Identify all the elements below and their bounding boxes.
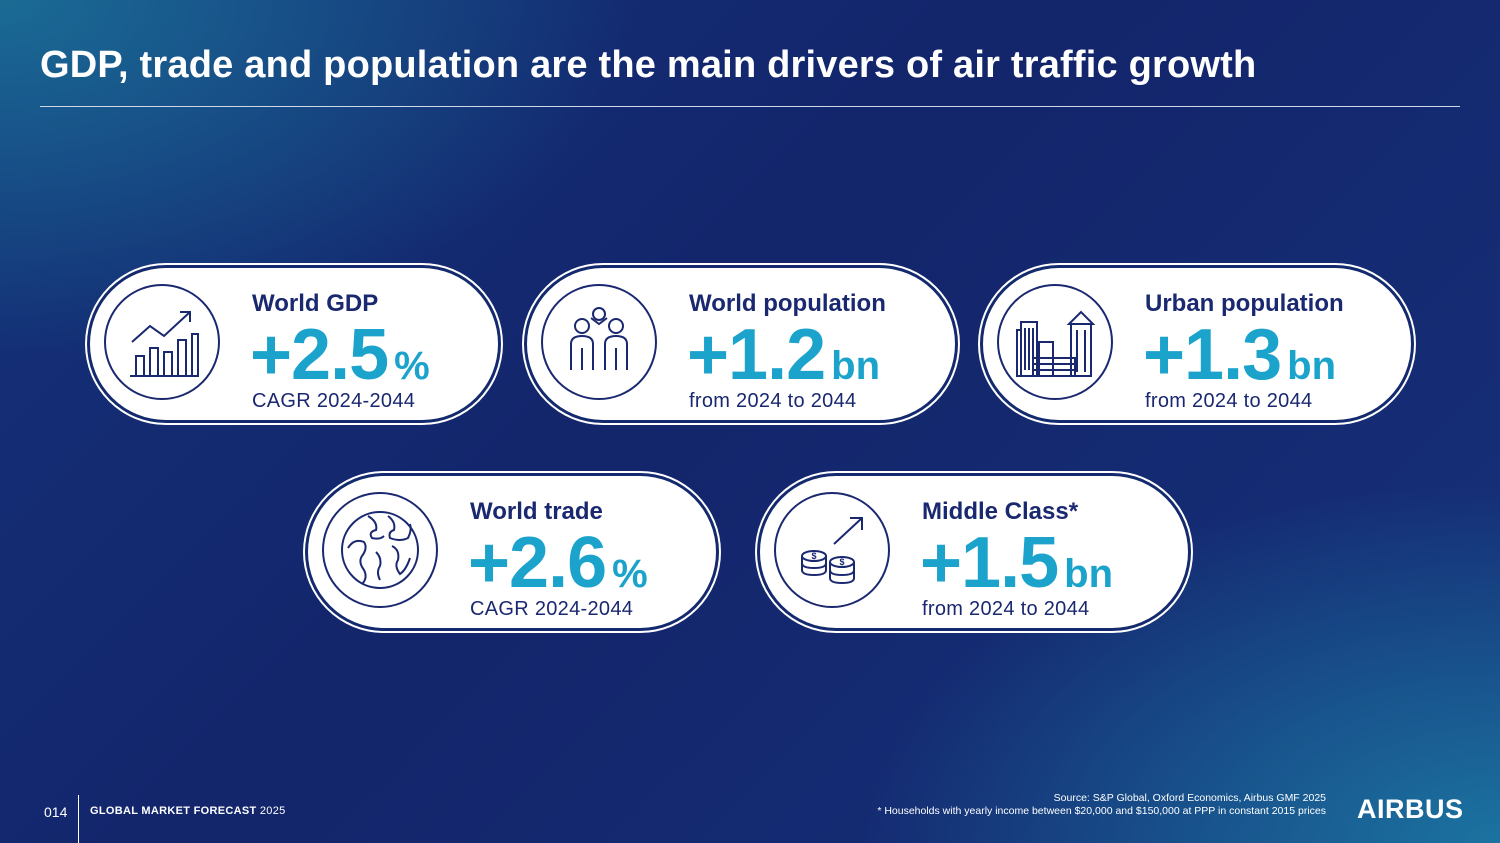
page-title: GDP, trade and population are the main d… xyxy=(40,44,1257,86)
card-subtext: from 2024 to 2044 xyxy=(922,598,1090,620)
urban-population-card: Urban population +1.3 bn from 2024 to 204… xyxy=(983,268,1411,420)
card-value-number: +1.3 xyxy=(1143,315,1282,395)
card-subtext: CAGR 2024-2044 xyxy=(470,598,634,620)
card-value-unit: bn xyxy=(831,344,881,388)
card-subtext: from 2024 to 2044 xyxy=(1145,390,1313,412)
card-subtext: CAGR 2024-2044 xyxy=(252,390,416,412)
card-value: +1.5 bn xyxy=(920,527,1114,618)
coins-growth-icon: $ $ xyxy=(774,492,890,608)
card-value-unit: bn xyxy=(1287,344,1337,388)
card-label: Middle Class* xyxy=(922,498,1079,525)
world-trade-card: World trade +2.6% CAGR 2024-2044 xyxy=(308,476,716,628)
card-value-unit: % xyxy=(612,552,648,596)
footnote: * Households with yearly income between … xyxy=(877,805,1326,817)
source-line: Source: S&P Global, Oxford Economics, Ai… xyxy=(1053,792,1326,804)
city-buildings-icon xyxy=(997,284,1113,400)
card-label: World population xyxy=(689,290,886,317)
globe-icon xyxy=(322,492,438,608)
card-value: +1.2 bn xyxy=(687,319,881,410)
publication-label: GLOBAL MARKET FORECAST 2025 xyxy=(90,805,286,817)
card-value: +1.3 bn xyxy=(1143,319,1337,410)
world-population-card: World population +1.2 bn from 2024 to 204… xyxy=(527,268,955,420)
card-value-number: +2.6 xyxy=(468,523,607,603)
card-value-unit: % xyxy=(394,344,430,388)
card-value-number: +1.2 xyxy=(687,315,826,395)
card-value-number: +1.5 xyxy=(920,523,1059,603)
card-subtext: from 2024 to 2044 xyxy=(689,390,857,412)
people-icon xyxy=(541,284,657,400)
card-label: Urban population xyxy=(1145,290,1344,317)
page-number: 014 xyxy=(44,804,68,820)
middle-class-card: $ $ Middle Class* +1.5 bn from 2024 to 20… xyxy=(760,476,1188,628)
publication-year: 2025 xyxy=(259,805,286,817)
svg-text:$: $ xyxy=(811,551,816,561)
card-value: +2.6% xyxy=(468,527,648,618)
source-notes: Source: S&P Global, Oxford Economics, Ai… xyxy=(877,792,1326,818)
svg-text:$: $ xyxy=(839,557,844,567)
card-value: +2.5% xyxy=(250,319,430,410)
card-value-number: +2.5 xyxy=(250,315,389,395)
world-gdp-card: World GDP +2.5% CAGR 2024-2044 xyxy=(90,268,498,420)
card-label: World GDP xyxy=(252,290,379,317)
publication-name: GLOBAL MARKET FORECAST xyxy=(90,805,257,817)
footer-divider xyxy=(78,795,79,843)
card-value-unit: bn xyxy=(1064,552,1114,596)
card-label: World trade xyxy=(470,498,603,525)
airbus-logo: AIRBUS xyxy=(1357,794,1464,824)
title-divider xyxy=(40,106,1460,107)
bar-chart-growth-icon xyxy=(104,284,220,400)
